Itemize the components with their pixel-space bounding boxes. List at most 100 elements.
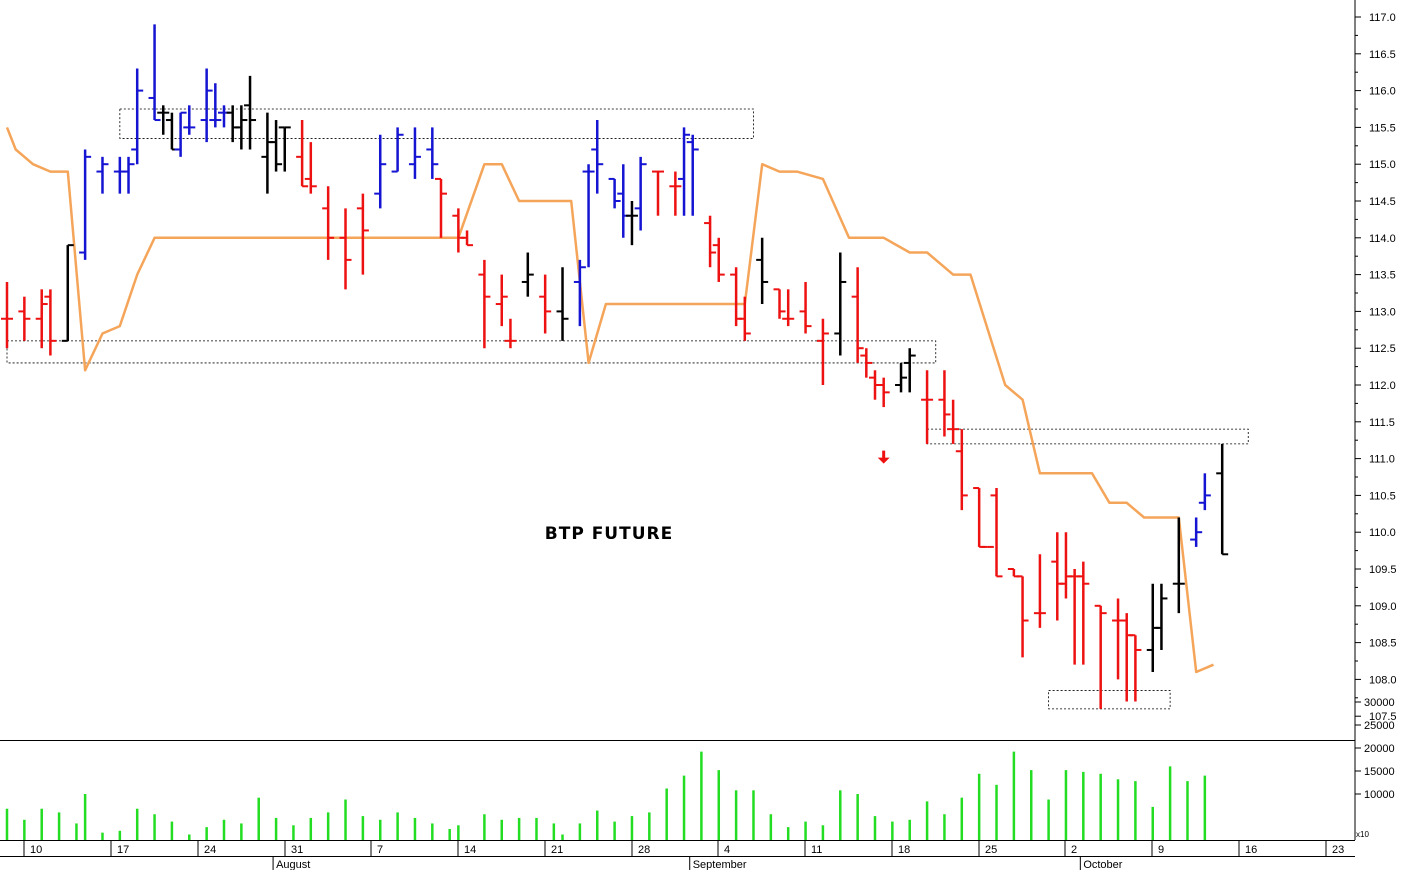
ohlc-bar-6 [96,156,109,194]
month-labels: August September October [272,856,1123,870]
ohlc-bar-26 [322,186,335,260]
ohlc-bar-41 [556,267,569,341]
month-label: September [693,859,747,870]
day-tick-label: 4 [724,844,730,856]
volume-tick-label: 10000 [1364,789,1395,801]
ohlc-bar-75 [990,488,1003,578]
ohlc-bar-91 [1198,473,1211,511]
ohlc-bar-67 [895,362,908,393]
ohlc-bar-44 [591,120,604,194]
ohlc-bar-23 [278,126,291,172]
price-tick-label: 111.5 [1369,417,1395,429]
volume-tick-label: 15000 [1364,766,1395,778]
ohlc-bar-59 [782,289,795,327]
ohlc-bar-19 [235,105,248,150]
price-tick-label: 113.0 [1369,306,1396,318]
price-tick-label: 116.0 [1369,86,1396,98]
volume-tick-label: 30000 [1364,697,1395,709]
zone-box-3 [1048,690,1171,710]
day-tick-label: 7 [377,844,383,856]
day-tick-label: 23 [1332,844,1344,856]
signal-group [877,450,890,464]
ohlc-bar-22 [270,120,283,172]
ohlc-bar-68 [903,348,916,393]
ohlc-bar-53 [704,215,717,268]
day-tick-label: 24 [204,844,216,856]
ohlc-bar-83 [1094,604,1107,709]
chart-title: BTP FUTURE [545,524,673,544]
price-tick-label: 109.5 [1369,564,1397,576]
price-tick-label: 117.0 [1369,12,1396,24]
ohlc-bar-88 [1155,583,1168,650]
day-tick-label: 11 [811,844,822,856]
day-ticks: 10 17 24 31 7 14 21 28 4 11 18 25 2 9 16 23 [23,840,1344,856]
price-tick-label: 114.5 [1369,196,1396,208]
ohlc-bar-5 [79,149,92,260]
stop-line-group [5,126,1214,674]
day-tick-label: 18 [898,844,910,856]
stop-line [5,126,1214,674]
ohlc-bar-0 [1,281,13,349]
ohlc-bar-61 [816,318,829,385]
ohlc-bar-52 [686,134,699,216]
ohlc-bar-51 [678,127,691,216]
day-tick-label: 25 [985,844,997,856]
price-tick-label: 115.5 [1369,122,1396,134]
ohlc-bar-35 [461,230,474,247]
ohlc-bar-78 [1033,554,1046,628]
zone-box-1 [6,340,937,364]
ohlc-bar-77 [1016,575,1029,658]
ohlc-bar-40 [539,274,552,334]
day-tick-label: 21 [551,844,563,856]
ohlc-bar-58 [773,288,786,319]
day-tick-label: 31 [291,844,303,856]
ohlc-bar-60 [799,281,812,334]
price-tick-label: 108.5 [1369,638,1397,650]
price-tick-label: 108.0 [1369,674,1397,686]
ohlc-bar-63 [851,267,864,363]
price-tick-label: 107.5 [1369,711,1397,723]
day-tick-label: 10 [30,844,42,856]
price-tick-label: 113.5 [1369,270,1396,282]
ohlc-bar-64 [860,348,873,378]
ohlc-bar-66 [877,377,890,408]
ohlc-bar-62 [834,252,847,356]
volume-tick-label: 25000 [1364,720,1395,732]
ohlc-bar-30 [391,127,404,173]
ohlc-bar-89 [1172,517,1185,614]
price-tick-label: 116.5 [1369,49,1396,61]
ohlc-bar-36 [478,259,491,349]
price-tick-label: 114.0 [1369,233,1396,245]
price-tick-label: 109.0 [1369,601,1397,613]
ohlc-bar-38 [504,318,517,349]
price-ticks: 117.0 116.5 116.0 115.5 115.0 114.5 114.0 113.5… [1355,12,1397,723]
ohlc-bar-69 [921,370,934,444]
month-label: August [276,859,310,870]
ohlc-bar-71 [947,399,960,444]
zone-box-0 [119,108,754,139]
ohlc-bar-86 [1129,634,1142,702]
ohlc-bar-50 [669,171,682,216]
ohlc-bars [1,24,1229,709]
price-tick-label: 110.5 [1369,490,1396,502]
ohlc-bar-9 [131,68,144,165]
ohlc-bar-8 [122,156,135,194]
day-tick-label: 2 [1071,844,1077,856]
ohlc-bar-72 [955,429,968,511]
ohlc-bar-32 [426,127,439,179]
day-tick-label: 9 [1158,844,1164,856]
day-tick-label: 17 [117,844,129,856]
ohlc-bar-47 [625,201,638,246]
ohlc-bar-13 [174,111,187,157]
ohlc-bar-82 [1077,561,1090,665]
ohlc-bar-92 [1216,443,1229,556]
ohlc-bar-48 [634,156,647,231]
ohlc-bar-10 [148,24,161,122]
day-tick-label: 14 [464,844,476,856]
ohlc-bar-33 [435,177,447,238]
axes [0,0,1356,857]
price-tick-label: 112.5 [1369,343,1396,355]
ohlc-bar-42 [573,259,586,327]
